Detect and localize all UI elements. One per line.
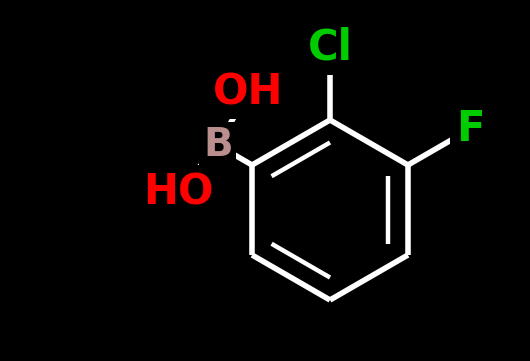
Text: B: B xyxy=(203,126,233,164)
Text: F: F xyxy=(456,108,484,150)
Text: OH: OH xyxy=(213,71,284,113)
Text: Cl: Cl xyxy=(307,27,352,69)
Text: HO: HO xyxy=(143,171,214,213)
